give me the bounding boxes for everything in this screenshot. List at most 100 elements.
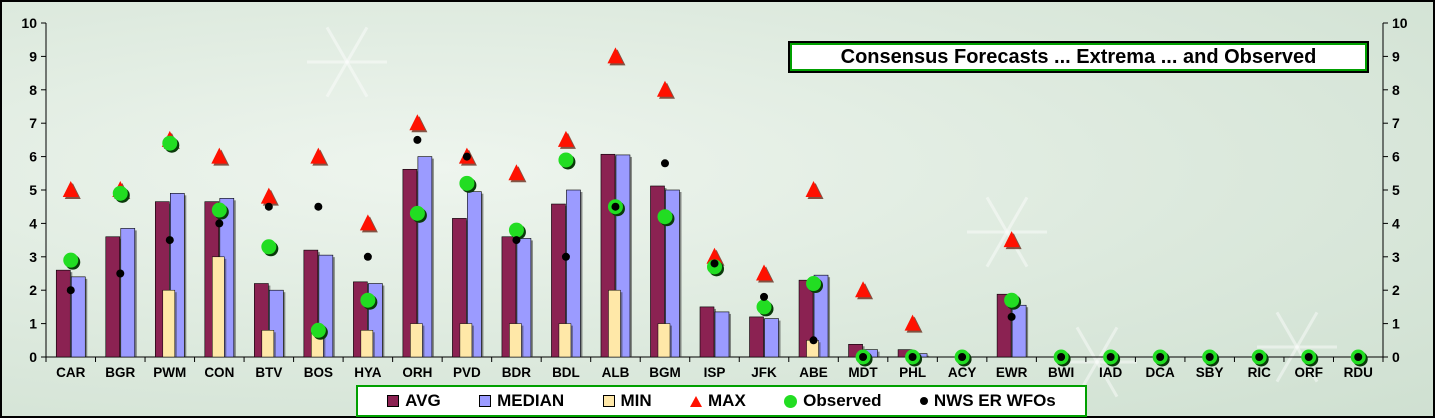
nws-er-wfo-marker <box>859 353 868 361</box>
nws-er-wfo-marker <box>215 219 224 228</box>
legend-swatch-min <box>602 395 615 407</box>
snowflake-watermark <box>325 26 369 98</box>
x-tick-label: PVD <box>453 365 481 380</box>
avg-bar <box>452 218 467 358</box>
y-tick-label-right: 2 <box>1392 282 1400 298</box>
x-tick-label: PHL <box>899 365 926 380</box>
median-bar <box>70 276 86 358</box>
x-tick-label: CAR <box>56 365 85 380</box>
legend-label-median: MEDIAN <box>497 391 565 410</box>
nws-er-wfo-marker <box>462 152 471 161</box>
x-tick-label: JFK <box>751 365 777 380</box>
avg-bar <box>749 316 764 358</box>
median-bar <box>764 318 779 358</box>
max-marker <box>211 147 228 164</box>
max-marker <box>508 164 525 181</box>
y-tick-label-right: 7 <box>1392 115 1400 131</box>
median-bar <box>665 189 680 358</box>
max-marker <box>805 181 822 197</box>
avg-bar <box>798 279 814 358</box>
min-bar <box>459 323 473 358</box>
min-bar <box>162 289 176 358</box>
y-tick-label-right: 9 <box>1392 48 1400 64</box>
legend-item-median: MEDIAN <box>479 391 564 411</box>
snowflake-watermark <box>325 26 369 98</box>
nws-er-wfo-marker <box>760 292 769 301</box>
legend-swatch-observed <box>784 394 798 408</box>
observed-marker <box>63 252 79 268</box>
x-tick-label: BGM <box>649 365 681 380</box>
avg-bar <box>996 293 1012 358</box>
nws-er-wfo-marker <box>958 353 967 361</box>
max-marker <box>656 80 673 97</box>
nws-er-wfo-marker <box>1156 353 1165 361</box>
nws-er-wfo-marker <box>116 269 125 278</box>
legend-item-nws-er-wfos: NWS ER WFOs <box>919 391 1056 411</box>
x-tick-label: RDU <box>1344 365 1373 380</box>
min-bar <box>360 330 374 358</box>
legend-swatch-nws-er-wfos <box>919 397 928 405</box>
max-marker <box>706 247 723 264</box>
nws-er-wfo-marker <box>66 286 75 295</box>
nws-er-wfo-marker <box>512 236 521 245</box>
nws-er-wfo-marker <box>1354 353 1363 361</box>
x-tick-label: RIC <box>1248 365 1272 380</box>
x-tick-label: ORF <box>1294 365 1323 380</box>
max-marker <box>359 214 376 231</box>
median-bar <box>566 189 581 358</box>
nws-er-wfo-marker <box>314 202 323 211</box>
min-bar <box>410 323 423 358</box>
x-tick-label: BGR <box>105 365 135 380</box>
nws-er-wfo-marker <box>1007 312 1016 321</box>
x-tick-label: ACY <box>948 365 977 380</box>
observed-marker <box>756 299 772 315</box>
observed-marker <box>162 135 178 151</box>
legend-swatch-avg <box>387 395 400 407</box>
legend-label-min: MIN <box>620 391 652 410</box>
y-tick-label-left: 2 <box>29 282 37 298</box>
observed-marker <box>261 239 277 255</box>
legend-item-max: MAX <box>690 391 746 411</box>
nws-er-wfo-marker <box>165 236 174 245</box>
y-tick-label-left: 5 <box>29 182 37 198</box>
max-marker <box>557 130 574 147</box>
x-tick-label: DCA <box>1146 365 1175 380</box>
median-bar <box>714 311 730 358</box>
min-bar <box>657 323 671 358</box>
x-tick-label: ALB <box>602 365 630 380</box>
nws-er-wfo-marker <box>908 353 917 361</box>
observed-marker <box>112 185 128 201</box>
legend-item-avg: AVG <box>387 391 441 411</box>
observed-marker <box>211 202 227 218</box>
y-tick-label-left: 1 <box>29 316 37 332</box>
x-tick-label: CON <box>204 365 234 380</box>
y-tick-label-left: 3 <box>29 249 37 265</box>
nws-er-wfo-marker <box>1304 353 1313 361</box>
max-marker <box>855 281 872 298</box>
max-marker <box>607 47 624 64</box>
observed-marker <box>409 205 425 221</box>
median-bar <box>467 191 482 358</box>
observed-marker <box>806 276 822 292</box>
max-marker <box>1003 231 1020 248</box>
y-tick-label-right: 6 <box>1392 149 1400 165</box>
legend-swatch-median <box>479 395 492 407</box>
nws-er-wfo-marker <box>710 259 719 268</box>
y-tick-label-left: 10 <box>21 15 37 31</box>
avg-bar <box>699 306 715 358</box>
snowflake-watermark <box>985 196 1029 268</box>
x-tick-label: HYA <box>354 365 382 380</box>
avg-bar <box>650 185 665 358</box>
chart-title: Consensus Forecasts ... Extrema ... and … <box>840 45 1317 68</box>
min-bar <box>558 323 572 358</box>
x-tick-label: MDT <box>848 365 878 380</box>
nws-er-wfo-marker <box>413 135 422 144</box>
x-tick-label: BDR <box>502 365 531 380</box>
max-marker <box>904 314 921 331</box>
median-bar <box>1011 304 1027 358</box>
nws-er-wfo-marker <box>809 336 818 345</box>
observed-marker <box>310 322 326 338</box>
observed-marker <box>657 209 673 225</box>
